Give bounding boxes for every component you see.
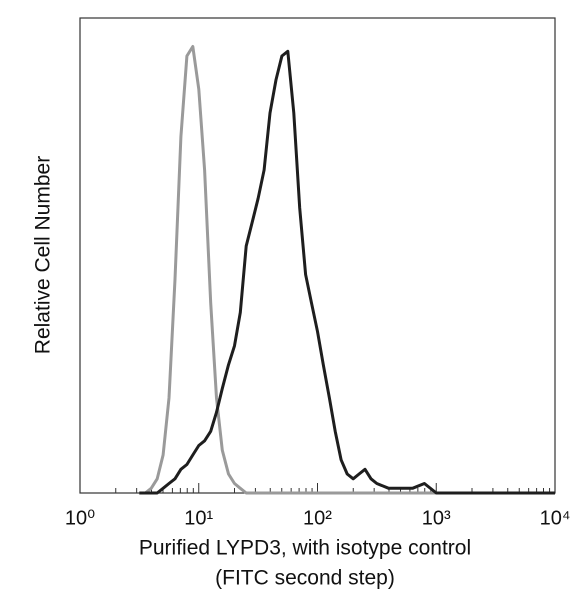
- y-axis-label: Relative Cell Number: [32, 156, 55, 354]
- x-tick-label: 10⁰: [65, 507, 95, 529]
- histogram-line: [139, 49, 555, 495]
- x-tick-label: 10²: [303, 507, 332, 529]
- histogram-line: [139, 45, 555, 495]
- x-tick-label: 10³: [422, 507, 451, 529]
- x-tick-label: 10⁴: [540, 507, 571, 529]
- x-axis-label: Purified LYPD3, with isotype control: [139, 537, 471, 560]
- x-axis-label: (FITC second step): [215, 567, 395, 590]
- plot-frame: [79, 17, 556, 494]
- x-tick-label: 10¹: [184, 507, 213, 529]
